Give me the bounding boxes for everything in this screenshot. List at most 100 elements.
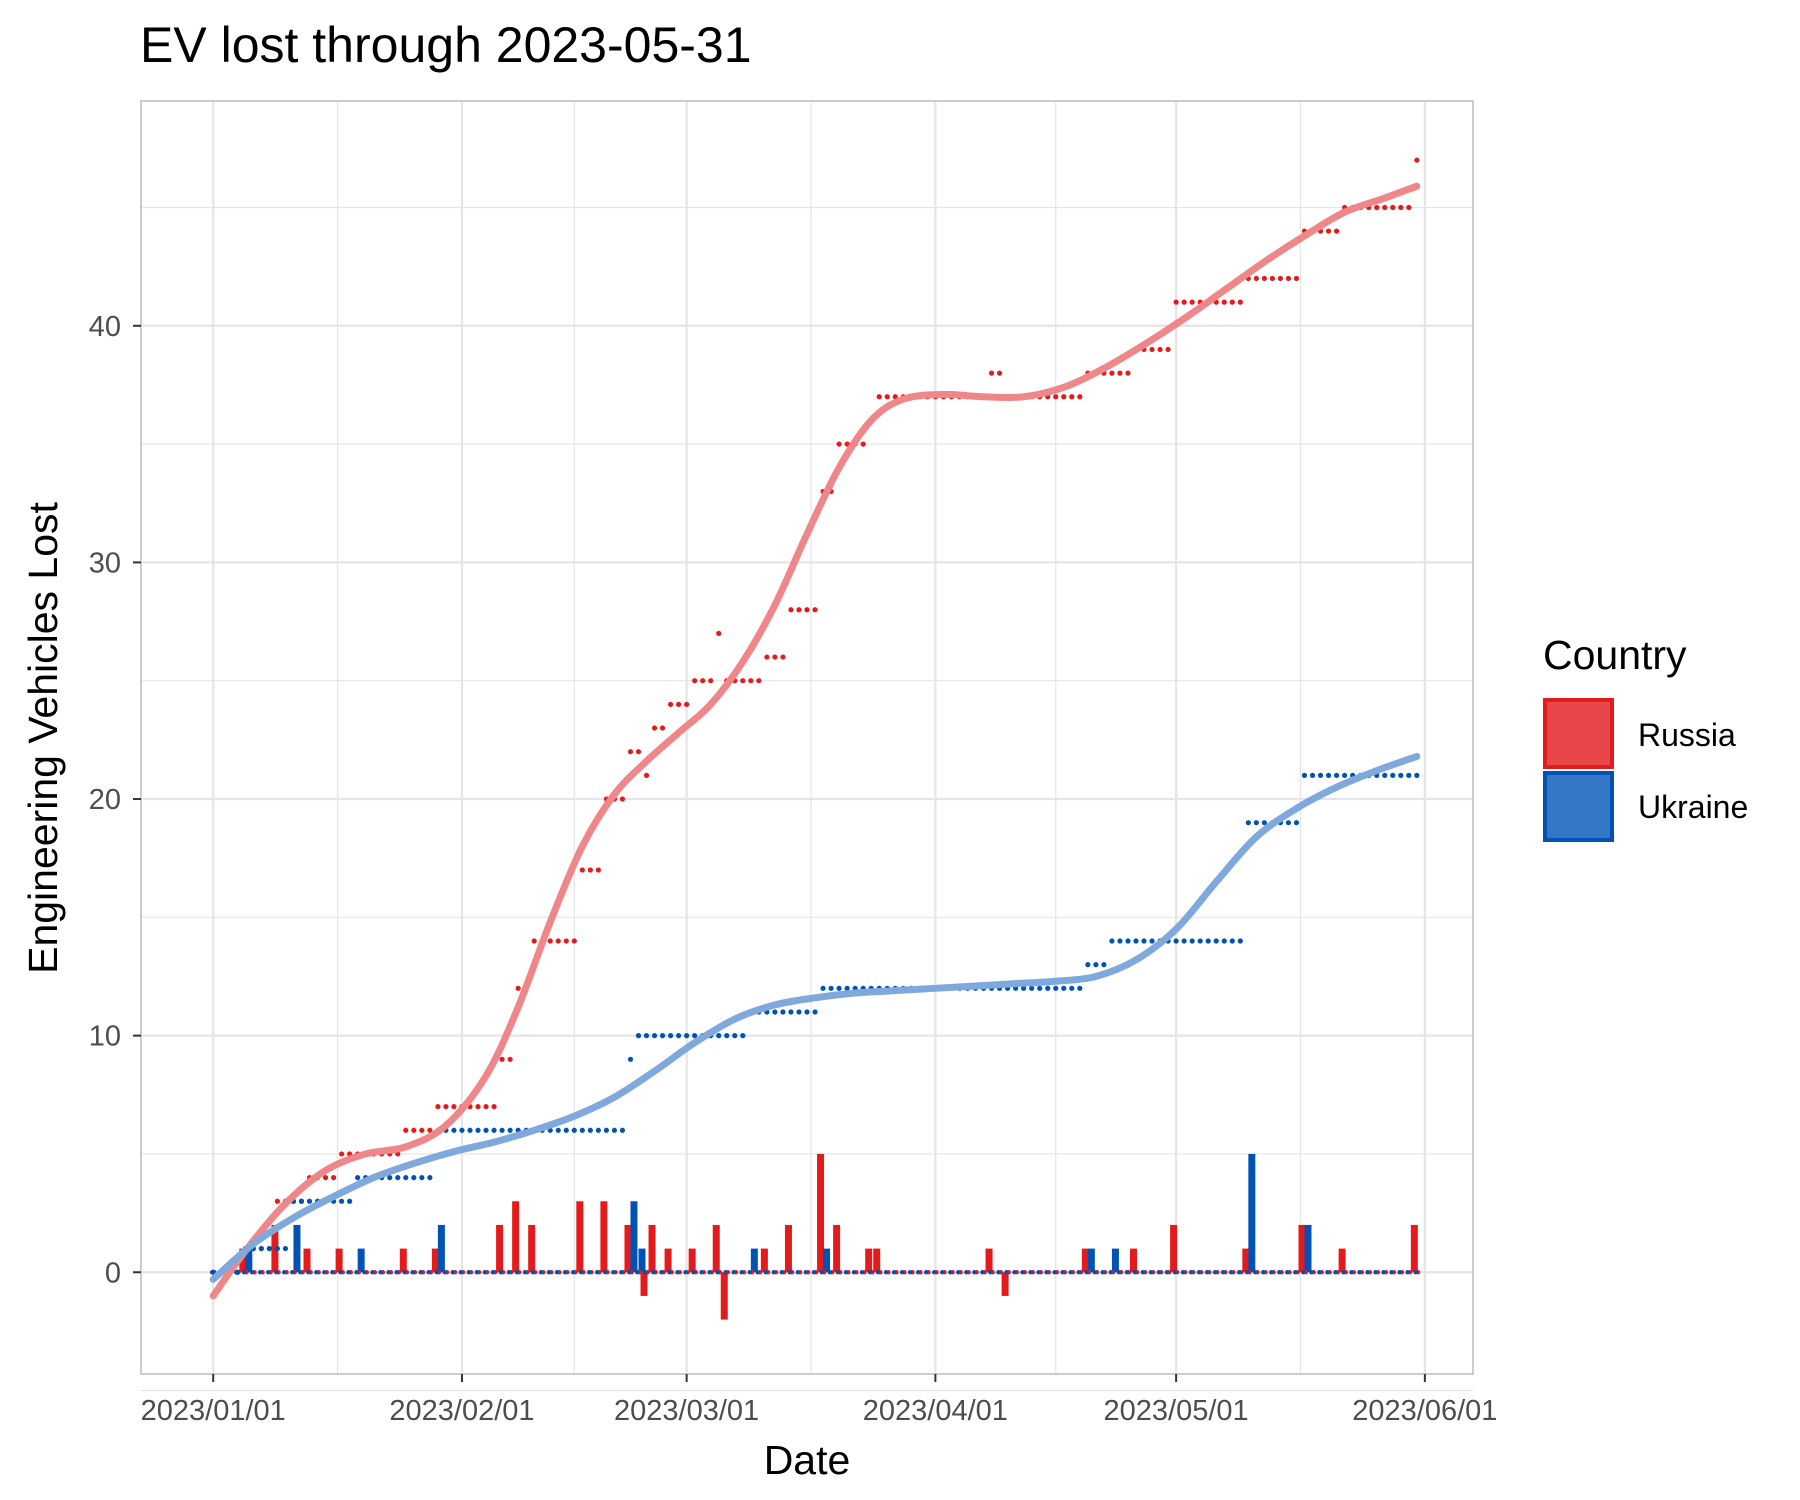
cumulative-point-russia — [1125, 370, 1131, 376]
cumulative-point-russia — [1237, 299, 1243, 305]
cumulative-point-russia — [555, 938, 561, 944]
cumulative-point-russia — [1277, 275, 1284, 282]
cumulative-point-russia — [1069, 394, 1075, 400]
cumulative-point-russia — [1390, 204, 1396, 211]
zero-point-ukraine — [490, 1270, 496, 1275]
cumulative-point-russia — [740, 678, 746, 684]
cumulative-point-russia — [595, 867, 601, 873]
cumulative-point-ukraine — [627, 1056, 634, 1062]
zero-point-ukraine — [803, 1270, 808, 1275]
bar-russia — [1410, 1224, 1418, 1273]
zero-point-ukraine — [257, 1270, 263, 1275]
cumulative-point-ukraine — [635, 1033, 642, 1039]
cumulative-point-ukraine — [571, 1127, 577, 1133]
zero-point-ukraine — [370, 1270, 375, 1275]
zero-point-ukraine — [330, 1270, 335, 1275]
bar-russia — [1242, 1248, 1250, 1273]
axis-ticks — [133, 324, 1426, 1382]
cumulative-point-ukraine — [1125, 938, 1131, 944]
bar-ukraine — [630, 1201, 638, 1273]
bar-russia — [865, 1248, 873, 1273]
bar-russia — [648, 1224, 656, 1273]
cumulative-point-russia — [812, 607, 818, 613]
zero-point-ukraine — [988, 1270, 993, 1275]
cumulative-point-ukraine — [1245, 820, 1251, 826]
cumulative-point-ukraine — [347, 1198, 353, 1204]
zero-point-ukraine — [1164, 1270, 1170, 1275]
x-tick-label: 2023/01/01 — [141, 1395, 286, 1427]
zero-point-ukraine — [771, 1270, 776, 1275]
cumulative-point-ukraine — [1301, 772, 1308, 778]
zero-point-ukraine — [867, 1270, 873, 1275]
cumulative-point-ukraine — [555, 1127, 561, 1133]
bar-russia — [624, 1224, 632, 1273]
y-tick-label: 10 — [89, 1021, 121, 1053]
zero-point-ukraine — [1052, 1270, 1057, 1275]
cumulative-point-russia — [884, 394, 890, 400]
zero-point-ukraine — [386, 1270, 391, 1275]
cumulative-point-ukraine — [282, 1245, 289, 1252]
y-axis-title: Engineering Vehicles Lost — [20, 501, 66, 973]
bar-ukraine — [437, 1224, 445, 1273]
zero-point-ukraine — [667, 1270, 672, 1275]
zero-point-ukraine — [1277, 1270, 1282, 1275]
zero-point-ukraine — [715, 1270, 720, 1275]
cumulative-point-russia — [1382, 204, 1388, 211]
zero-point-ukraine — [1060, 1270, 1065, 1275]
cumulative-point-russia — [1269, 275, 1275, 282]
cumulative-point-ukraine — [804, 1009, 810, 1015]
cumulative-point-russia — [716, 630, 722, 636]
cumulative-point-ukraine — [611, 1127, 618, 1133]
cumulative-point-ukraine — [1398, 772, 1404, 778]
bar-russia — [1129, 1248, 1137, 1273]
zero-point-ukraine — [787, 1270, 792, 1275]
cumulative-point-ukraine — [684, 1033, 690, 1039]
cumulative-point-ukraine — [820, 985, 826, 991]
cumulative-point-russia — [322, 1175, 329, 1181]
zero-point-ukraine — [1020, 1270, 1025, 1275]
bar-ukraine — [1304, 1224, 1312, 1273]
cumulative-point-russia — [996, 370, 1003, 376]
bar-russia — [1170, 1224, 1178, 1273]
trend-lines — [209, 182, 1421, 1300]
zero-point-ukraine — [835, 1270, 841, 1275]
zero-point-ukraine — [498, 1270, 504, 1275]
zero-point-ukraine — [338, 1270, 343, 1275]
legend-label-ukraine: Ukraine — [1638, 789, 1748, 825]
zero-point-ukraine — [322, 1270, 327, 1275]
zero-point-ukraine — [290, 1270, 295, 1275]
cumulative-point-ukraine — [475, 1127, 481, 1133]
cumulative-point-ukraine — [659, 1033, 666, 1039]
cumulative-point-ukraine — [298, 1198, 305, 1204]
cumulative-point-russia — [708, 678, 714, 684]
cumulative-point-russia — [587, 867, 593, 873]
zero-point-ukraine — [883, 1270, 889, 1275]
zero-point-ukraine — [522, 1270, 528, 1275]
cumulative-point-ukraine — [579, 1127, 585, 1133]
cumulative-point-ukraine — [595, 1127, 601, 1133]
cumulative-point-ukraine — [1173, 938, 1179, 944]
bar-russia — [1298, 1224, 1306, 1273]
zero-point-ukraine — [1236, 1270, 1242, 1275]
zero-point-ukraine — [691, 1270, 696, 1275]
zero-point-ukraine — [755, 1270, 760, 1275]
cumulative-point-russia — [443, 1104, 449, 1110]
zero-point-ukraine — [298, 1270, 303, 1275]
cumulative-point-russia — [756, 678, 762, 684]
x-tick-label: 2023/05/01 — [1104, 1395, 1249, 1427]
cumulative-point-ukraine — [1325, 772, 1332, 778]
zero-point-ukraine — [1405, 1270, 1410, 1275]
cumulative-point-ukraine — [619, 1127, 626, 1133]
zero-point-ukraine — [827, 1270, 833, 1275]
zero-point-ukraine — [1132, 1270, 1137, 1275]
cumulative-point-russia — [330, 1175, 337, 1181]
zero-point-ukraine — [418, 1270, 423, 1275]
zero-point-ukraine — [779, 1270, 784, 1275]
cumulative-point-russia — [579, 867, 585, 873]
cumulative-point-ukraine — [1253, 820, 1259, 826]
cumulative-point-russia — [1165, 346, 1171, 353]
cumulative-point-ukraine — [339, 1198, 345, 1204]
cumulative-point-ukraine — [724, 1033, 730, 1039]
bar-russia — [720, 1272, 728, 1320]
cumulative-point-russia — [651, 725, 658, 731]
